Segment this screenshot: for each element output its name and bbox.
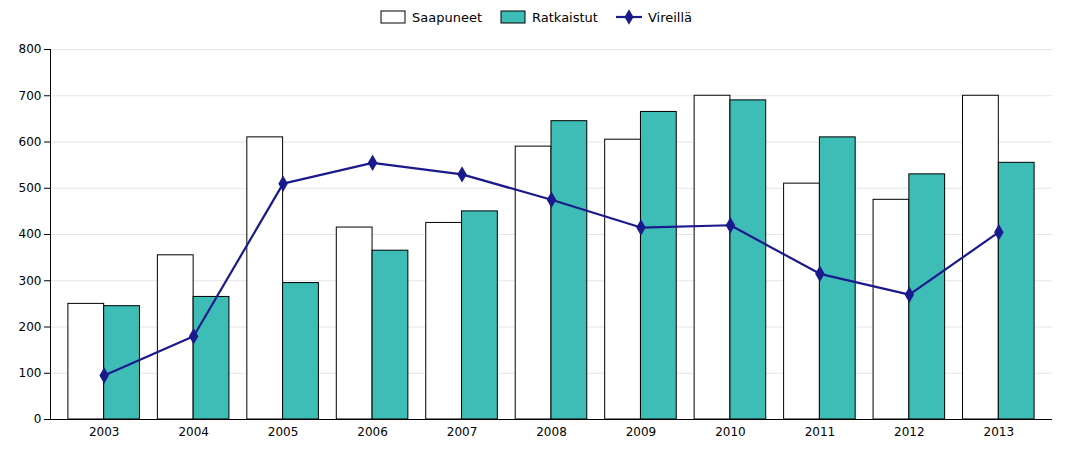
- svg-text:800: 800: [19, 42, 42, 56]
- svg-text:500: 500: [19, 181, 42, 195]
- svg-text:600: 600: [19, 135, 42, 149]
- svg-text:2008: 2008: [536, 425, 567, 439]
- svg-text:2005: 2005: [268, 425, 299, 439]
- svg-text:2004: 2004: [178, 425, 209, 439]
- html-text:Ratkaistut: Ratkaistut: [532, 9, 598, 25]
- svg-text:400: 400: [19, 227, 42, 241]
- svg-text:2006: 2006: [357, 425, 388, 439]
- svg-text:200: 200: [19, 320, 42, 334]
- svg-text:100: 100: [19, 366, 42, 380]
- html-text:Saapuneet: Saapuneet: [412, 9, 482, 25]
- svg-text:2009: 2009: [626, 425, 657, 439]
- svg-text:2011: 2011: [805, 425, 836, 439]
- svg-text:2013: 2013: [984, 425, 1015, 439]
- svg-text:300: 300: [19, 274, 42, 288]
- svg-text:2012: 2012: [894, 425, 925, 439]
- svg-text:2007: 2007: [447, 425, 478, 439]
- svg-text:700: 700: [19, 89, 42, 103]
- svg-text:2010: 2010: [715, 425, 746, 439]
- html-text:Vireillä: Vireillä: [647, 9, 692, 25]
- svg-text:2003: 2003: [89, 425, 120, 439]
- svg-text:0: 0: [34, 412, 42, 426]
